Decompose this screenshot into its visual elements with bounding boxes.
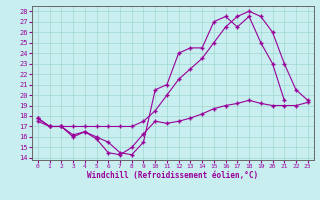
X-axis label: Windchill (Refroidissement éolien,°C): Windchill (Refroidissement éolien,°C) [87, 171, 258, 180]
